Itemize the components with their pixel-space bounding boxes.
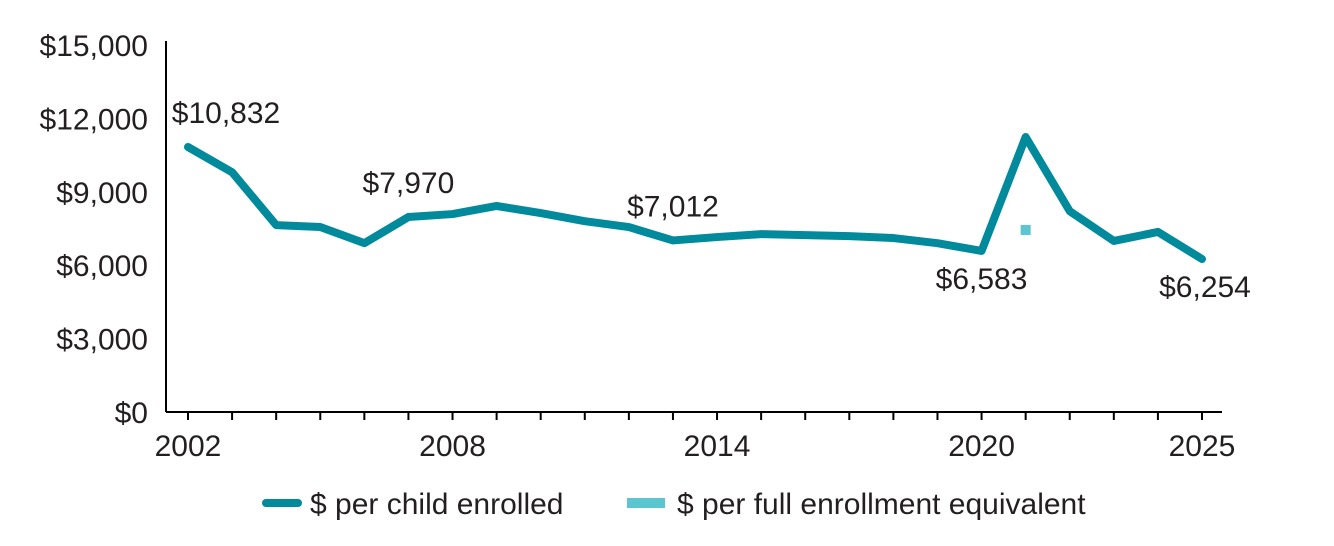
y-tick-label: $0 (115, 397, 148, 430)
data-point-full-enrollment-equivalent (1021, 225, 1031, 235)
x-tick-label: 2008 (419, 430, 486, 463)
legend: $ per child enrolled $ per full enrollmen… (266, 488, 1086, 521)
x-tick-label: 2025 (1169, 430, 1236, 463)
x-tick-label: 2002 (155, 430, 222, 463)
legend-swatch-full-enrollment-equivalent (627, 498, 665, 508)
data-label: $6,583 (936, 263, 1028, 296)
data-label: $6,254 (1159, 271, 1251, 304)
x-tick-label: 2020 (948, 430, 1015, 463)
y-tick-label: $12,000 (40, 103, 148, 136)
data-labels: $10,832 $7,970 $7,012 $6,583 $6,254 (172, 97, 1251, 304)
y-tick-label: $15,000 (40, 30, 148, 63)
y-tick-label: $6,000 (56, 250, 148, 283)
legend-label-per-child: $ per child enrolled (310, 488, 564, 521)
y-tick-label: $3,000 (56, 324, 148, 357)
data-label: $10,832 (172, 97, 280, 130)
y-tick-label: $9,000 (56, 177, 148, 210)
legend-label-full-enrollment-equivalent: $ per full enrollment equivalent (677, 488, 1086, 521)
x-axis: 2002 2008 2014 2020 2025 (155, 412, 1236, 463)
y-axis: $0 $3,000 $6,000 $9,000 $12,000 $15,000 (40, 30, 166, 430)
data-label: $7,970 (363, 167, 455, 200)
x-tick-label: 2014 (684, 430, 751, 463)
data-label: $7,012 (627, 190, 719, 223)
